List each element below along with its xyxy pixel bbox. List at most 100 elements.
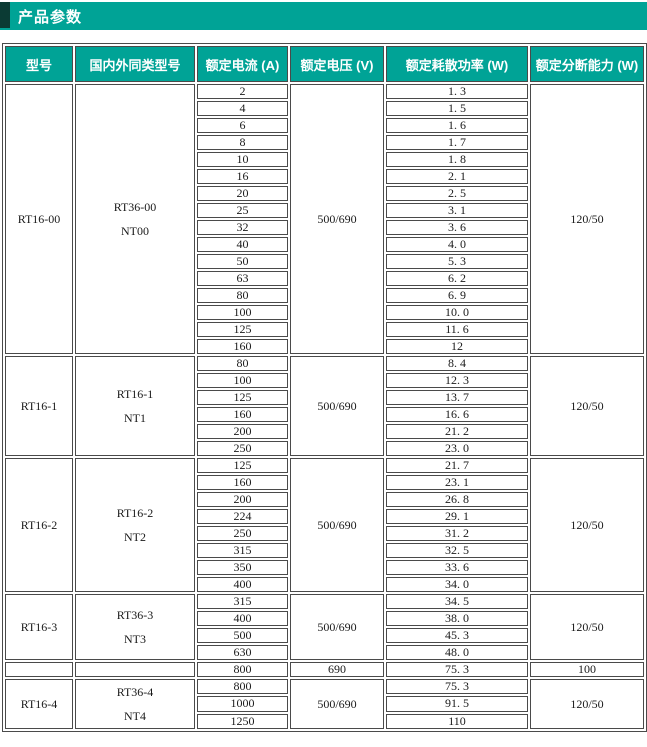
current-cell: 800 <box>197 679 288 695</box>
power-cell: 13. 7 <box>386 390 528 405</box>
table-row: 160 23. 1 <box>5 475 644 490</box>
table-row: 350 33. 6 <box>5 560 644 575</box>
col-header-rated-power-dissipation: 额定耗散功率 (W) <box>386 46 528 82</box>
current-cell: 315 <box>197 594 288 609</box>
power-cell: 34. 5 <box>386 594 528 609</box>
equivalent-model-cell: RT36-3 NT3 <box>75 594 195 660</box>
equivalent-model-line: RT16-2 <box>116 506 154 520</box>
power-cell: 5. 3 <box>386 254 528 269</box>
power-cell: 1. 8 <box>386 152 528 167</box>
table-row: 40 4. 0 <box>5 237 644 252</box>
current-cell: 2 <box>197 84 288 99</box>
page: 产品参数 型号 国内外同类型号 额定电流 (A) 额定电压 (V) 额定耗散功率… <box>0 2 647 732</box>
table-row: RT16-00 RT36-00 NT00 2 500/690 1. 3 120/50 <box>5 84 644 354</box>
table-row: 400 38. 0 <box>5 611 644 626</box>
equivalent-model-line: RT36-4 <box>116 685 154 699</box>
title-accent-block <box>0 2 10 28</box>
current-cell: 500 <box>197 628 288 643</box>
power-cell: 8. 4 <box>386 356 528 371</box>
power-cell: 12 <box>386 339 528 354</box>
table-row: 16 2. 1 <box>5 169 644 184</box>
col-header-rated-current: 额定电流 (A) <box>197 46 288 82</box>
power-cell: 75. 3 <box>386 662 528 677</box>
current-cell: 40 <box>197 237 288 252</box>
current-cell: 10 <box>197 152 288 167</box>
power-cell: 6. 9 <box>386 288 528 303</box>
current-cell: 100 <box>197 305 288 320</box>
current-cell: 125 <box>197 390 288 405</box>
power-cell: 33. 6 <box>386 560 528 575</box>
breaking-capacity-cell: 100 <box>530 662 644 677</box>
model-cell: RT16-3 <box>5 594 73 660</box>
equivalent-model-line: NT2 <box>124 530 146 544</box>
power-cell: 4. 0 <box>386 237 528 252</box>
power-cell: 29. 1 <box>386 509 528 524</box>
table-row: RT16-1 RT16-1 NT1 80 500/690 8. 4 120/50 <box>5 356 644 456</box>
table-row: RT16-4 RT36-4 NT4 800 500/690 75. 3 120/50 <box>5 679 644 729</box>
current-cell: 160 <box>197 339 288 354</box>
power-cell: 16. 6 <box>386 407 528 422</box>
col-header-rated-breaking-capacity: 额定分断能力 (W) <box>530 46 644 82</box>
current-cell: 25 <box>197 203 288 218</box>
current-cell: 32 <box>197 220 288 235</box>
current-cell: 800 <box>197 662 288 677</box>
col-header-equivalent-model: 国内外同类型号 <box>75 46 195 82</box>
voltage-cell: 500/690 <box>290 594 384 660</box>
table-row: 400 34. 0 <box>5 577 644 592</box>
table-row: 500 45. 3 <box>5 628 644 643</box>
table-row: 160 12 <box>5 339 644 354</box>
model-cell: RT16-00 <box>5 84 73 354</box>
col-header-rated-voltage: 额定电压 (V) <box>290 46 384 82</box>
current-cell: 50 <box>197 254 288 269</box>
table-row: RT16-3 RT36-3 NT3 315 500/690 34. 5 120/50 <box>5 594 644 660</box>
current-cell: 250 <box>197 526 288 541</box>
power-cell: 10. 0 <box>386 305 528 320</box>
power-cell: 2. 5 <box>386 186 528 201</box>
current-cell: 4 <box>197 101 288 116</box>
power-cell: 26. 8 <box>386 492 528 507</box>
model-cell: RT16-4 <box>5 679 73 729</box>
current-cell: 125 <box>197 322 288 337</box>
equivalent-model-cell: RT16-2 NT2 <box>75 458 195 592</box>
section-title: 产品参数 <box>18 8 83 26</box>
power-cell: 12. 3 <box>386 373 528 388</box>
current-cell: 224 <box>197 509 288 524</box>
table-row: 125 11. 6 <box>5 322 644 337</box>
model-empty-cell <box>5 662 73 677</box>
current-cell: 160 <box>197 407 288 422</box>
current-cell: 400 <box>197 611 288 626</box>
current-cell: 200 <box>197 492 288 507</box>
table-row: 32 3. 6 <box>5 220 644 235</box>
equivalent-model-line: RT36-3 <box>116 608 154 622</box>
breaking-capacity-cell: 120/50 <box>530 679 644 729</box>
current-cell: 1250 <box>197 713 288 729</box>
equivalent-model-line: RT36-00 <box>113 200 157 214</box>
table-row: 630 48. 0 <box>5 645 644 660</box>
table-row: 100 12. 3 <box>5 373 644 388</box>
equivalent-model-line: NT3 <box>124 632 146 646</box>
table-row: 6 1. 6 <box>5 118 644 133</box>
power-cell: 21. 2 <box>386 424 528 439</box>
current-cell: 80 <box>197 356 288 371</box>
equivalent-empty-cell <box>75 662 195 677</box>
table-row: 50 5. 3 <box>5 254 644 269</box>
current-cell: 80 <box>197 288 288 303</box>
table-row: 125 13. 7 <box>5 390 644 405</box>
power-cell: 3. 6 <box>386 220 528 235</box>
table-row: 250 23. 0 <box>5 441 644 456</box>
current-cell: 350 <box>197 560 288 575</box>
current-cell: 315 <box>197 543 288 558</box>
current-cell: 250 <box>197 441 288 456</box>
table-row: 25 3. 1 <box>5 203 644 218</box>
current-cell: 630 <box>197 645 288 660</box>
power-cell: 1. 5 <box>386 101 528 116</box>
table-row: 10 1. 8 <box>5 152 644 167</box>
voltage-cell: 500/690 <box>290 679 384 729</box>
current-cell: 100 <box>197 373 288 388</box>
current-cell: 200 <box>197 424 288 439</box>
equivalent-model-line: NT00 <box>121 224 149 238</box>
voltage-cell: 690 <box>290 662 384 677</box>
power-cell: 23. 1 <box>386 475 528 490</box>
power-cell: 91. 5 <box>386 696 528 712</box>
current-cell: 160 <box>197 475 288 490</box>
